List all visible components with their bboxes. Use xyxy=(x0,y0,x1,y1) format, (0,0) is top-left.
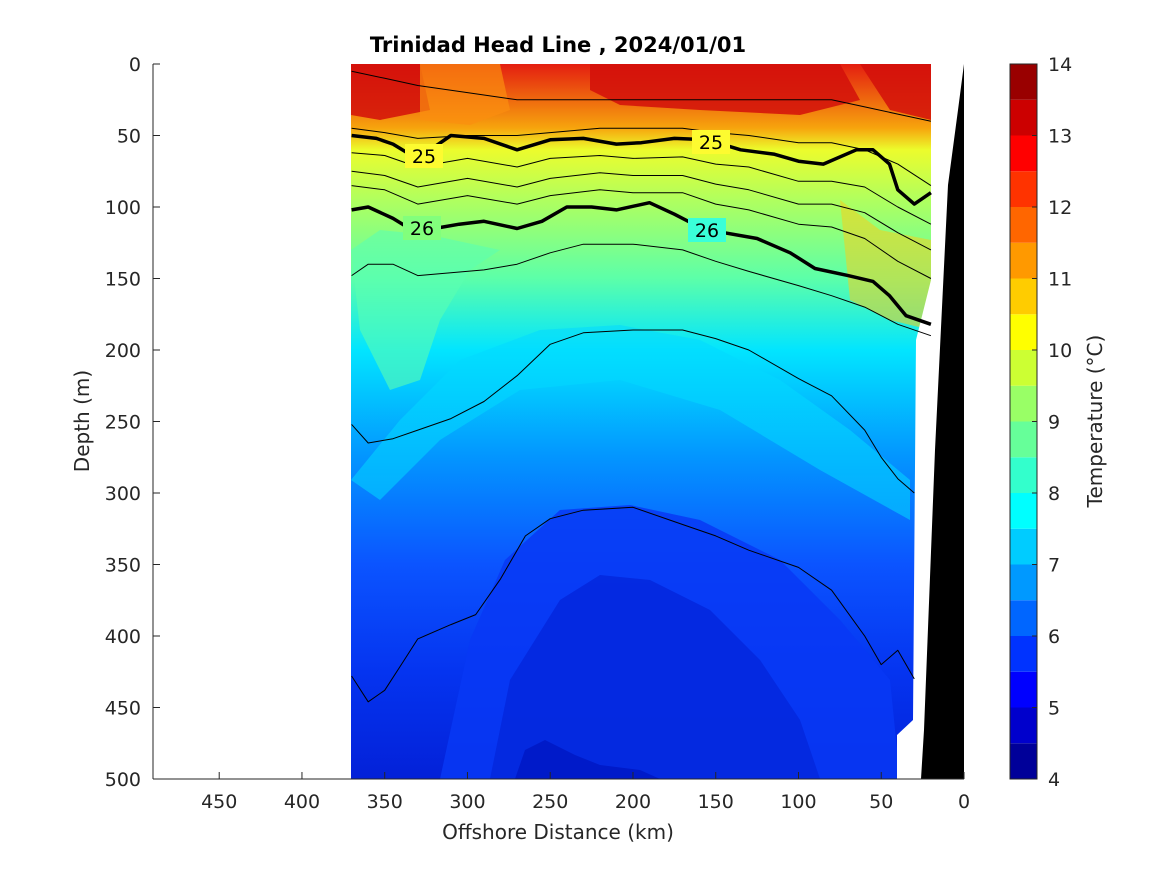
orange-patch xyxy=(420,64,510,125)
colorbar-tick-label: 10 xyxy=(1048,340,1072,362)
clabel-bg-2 xyxy=(692,130,730,154)
x-tick-label: 400 xyxy=(284,791,320,813)
colorbar-segment xyxy=(1010,528,1037,565)
y-tick-label: 50 xyxy=(117,126,141,148)
colorbar-tick-label: 5 xyxy=(1048,698,1060,720)
y-tick-label: 300 xyxy=(105,483,141,505)
seafloor-black xyxy=(921,64,964,779)
warm-core-2 xyxy=(351,64,430,120)
colorbar-ticks: 4 5 6 7 8 9 10 11 12 13 14 xyxy=(1032,54,1072,791)
colorbar-segment xyxy=(1010,636,1037,672)
contour-label: 25 xyxy=(699,132,723,154)
y-tick-label: 100 xyxy=(105,197,141,219)
colorbar-tick-label: 8 xyxy=(1048,483,1060,505)
colorbar-tick-label: 6 xyxy=(1048,626,1060,648)
chart-title: Trinidad Head Line , 2024/01/01 xyxy=(370,33,746,57)
isotherm-line xyxy=(351,127,932,187)
x-tick-label: 300 xyxy=(449,791,485,813)
warm-core xyxy=(590,64,860,115)
isotherm-line xyxy=(351,506,915,703)
seafloor-bathymetry xyxy=(897,64,964,779)
colorbar-segment xyxy=(1010,671,1037,708)
warm-surface-coast xyxy=(860,64,931,120)
isotherm-line xyxy=(351,70,932,122)
isotherm-lines xyxy=(351,70,932,703)
deepest-core xyxy=(515,740,660,779)
colorbar-segment xyxy=(1010,242,1037,279)
colorbar-tick-label: 13 xyxy=(1048,126,1072,148)
colorbar-segment xyxy=(1010,457,1037,493)
cyan-dome xyxy=(351,325,910,520)
colorbar-tick-label: 9 xyxy=(1048,412,1060,434)
x-tick-label: 100 xyxy=(780,791,816,813)
clabel-bg-3 xyxy=(403,216,441,240)
colorbar-segment xyxy=(1010,600,1037,636)
contour-label: 25 xyxy=(412,146,436,168)
x-tick-label: 450 xyxy=(201,791,237,813)
colorbar-segment xyxy=(1010,171,1037,207)
section-fill xyxy=(351,64,931,779)
section-features xyxy=(351,64,931,779)
plot-area: 25 25 26 26 450 400 350 300 250 200 150 100 50 0 … xyxy=(105,54,970,813)
x-tick-label: 250 xyxy=(532,791,568,813)
colorbar-tick-label: 4 xyxy=(1048,769,1060,791)
isotherm-line xyxy=(351,329,915,494)
coldest-core xyxy=(490,575,820,779)
colorbar-tick-label: 11 xyxy=(1048,269,1072,291)
x-tick-label: 350 xyxy=(367,791,403,813)
x-ticks: 450 400 350 300 250 200 150 100 50 0 xyxy=(201,772,970,813)
y-tick-label: 350 xyxy=(105,555,141,577)
colorbar-segment xyxy=(1010,135,1037,172)
isotherm-line xyxy=(351,243,932,337)
x-axis-label: Offshore Distance (km) xyxy=(442,820,674,844)
colorbar-segment xyxy=(1010,278,1037,315)
y-axis-label: Depth (m) xyxy=(70,370,94,472)
y-tick-label: 400 xyxy=(105,626,141,648)
colorbar-segment xyxy=(1010,707,1037,744)
colorbar-segment xyxy=(1010,564,1037,601)
colorbar-segment xyxy=(1010,314,1037,350)
colorbar-tick-label: 7 xyxy=(1048,555,1060,577)
isotherm-line xyxy=(351,170,932,251)
colorbar-segment xyxy=(1010,743,1037,779)
colorbar-label: Temperature (°C) xyxy=(1083,335,1107,509)
y-tick-label: 250 xyxy=(105,412,141,434)
colorbar-segment xyxy=(1010,207,1037,243)
green-offshore-tongue xyxy=(351,230,500,390)
contour-label: 26 xyxy=(695,220,719,242)
x-tick-label: 150 xyxy=(698,791,734,813)
colorbar-segment xyxy=(1010,421,1037,458)
y-tick-label: 200 xyxy=(105,340,141,362)
isotherm-line xyxy=(351,185,932,279)
coastal-upwelling-front xyxy=(840,200,931,330)
colorbar-segment xyxy=(1010,350,1037,386)
y-tick-label: 500 xyxy=(105,769,141,791)
clabel-bg-4 xyxy=(688,218,726,242)
y-tick-label: 0 xyxy=(129,54,141,76)
x-tick-label: 0 xyxy=(958,791,970,813)
x-tick-label: 50 xyxy=(869,791,893,813)
colorbar-tick-label: 12 xyxy=(1048,197,1072,219)
y-ticks: 0 50 100 150 200 250 300 350 400 450 500 xyxy=(105,54,160,791)
y-tick-label: 450 xyxy=(105,698,141,720)
colorbar-segment xyxy=(1010,99,1037,136)
contour-labels: 25 25 26 26 xyxy=(403,130,730,242)
contour-label: 26 xyxy=(410,218,434,240)
colorbar: 4 5 6 7 8 9 10 11 12 13 14 Temperature (°C) xyxy=(1009,54,1107,791)
y-tick-label: 150 xyxy=(105,269,141,291)
colorbar-segments xyxy=(1010,64,1037,779)
x-tick-label: 200 xyxy=(615,791,651,813)
colorbar-segment xyxy=(1010,64,1037,100)
colorbar-segment xyxy=(1010,493,1037,529)
clabel-bg-1 xyxy=(405,144,443,168)
colorbar-tick-label: 14 xyxy=(1048,54,1072,76)
colorbar-segment xyxy=(1010,385,1037,422)
